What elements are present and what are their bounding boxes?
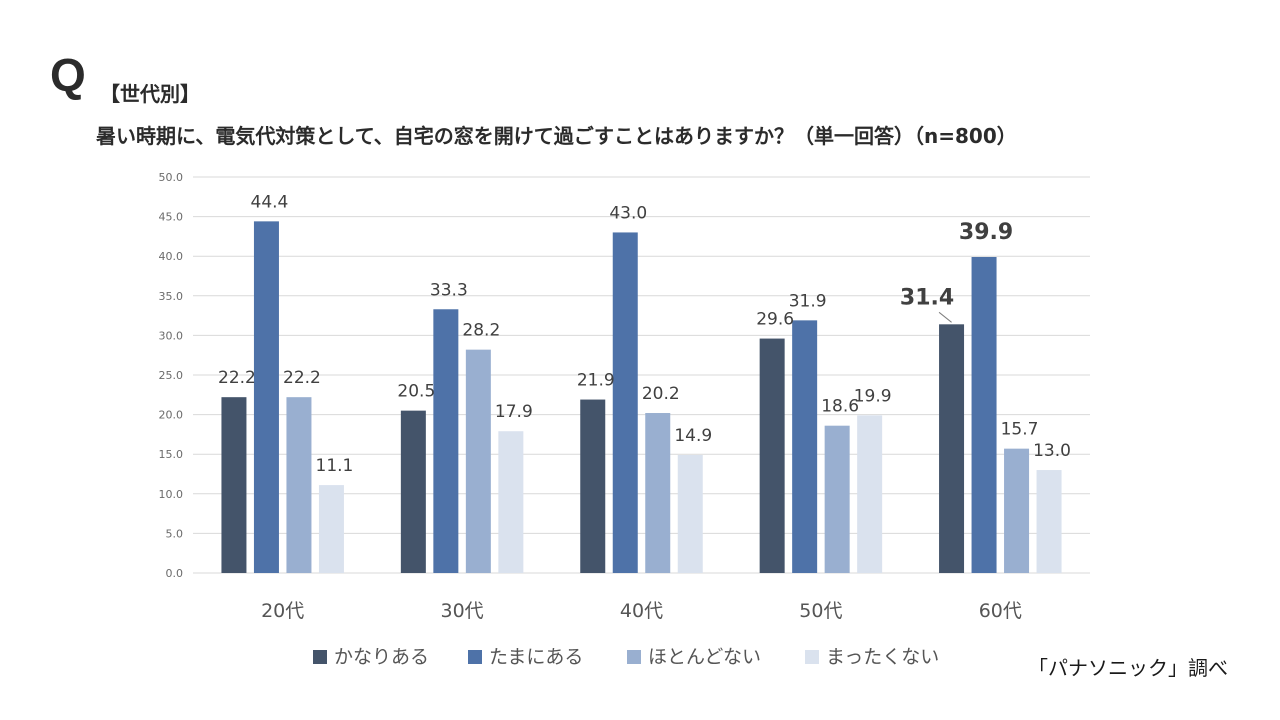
y-tick-label: 30.0: [159, 329, 184, 342]
y-tick-label: 5.0: [166, 527, 184, 540]
legend: かなりある たまにある ほとんどない まったくない: [313, 646, 939, 668]
value-label: 43.0: [609, 203, 647, 223]
bars: [221, 221, 1062, 574]
bar: [759, 338, 785, 573]
value-label: 18.6: [821, 397, 859, 417]
bar: [465, 349, 491, 573]
bar: [677, 454, 703, 573]
y-tick-label: 50.0: [159, 171, 184, 184]
y-tick-label: 15.0: [159, 448, 184, 461]
legend-swatch: [805, 650, 819, 664]
y-tick-label: 25.0: [159, 369, 184, 382]
legend-label: たまにある: [489, 646, 583, 668]
bar: [792, 320, 818, 573]
value-label: 14.9: [674, 426, 712, 446]
legend-swatch: [468, 650, 482, 664]
question-title: 暑い時期に、電気代対策として、自宅の窓を開けて過ごすことはありますか？（単一回答…: [96, 124, 1017, 148]
value-label: 20.5: [397, 382, 435, 402]
category-tag: 【世代別】: [100, 82, 200, 106]
value-label: 20.2: [642, 384, 680, 404]
bar: [498, 431, 524, 573]
value-label: 33.3: [430, 280, 468, 300]
legend-label: ほとんどない: [648, 646, 761, 668]
value-label-highlight: 39.9: [959, 220, 1013, 245]
y-tick-label: 45.0: [159, 211, 184, 224]
bar: [857, 415, 883, 573]
bar: [824, 425, 850, 573]
value-label: 19.9: [854, 386, 892, 406]
value-label: 17.9: [495, 402, 533, 422]
x-category-label: 20代: [261, 600, 304, 622]
legend-swatch: [313, 650, 327, 664]
x-category-label: 30代: [441, 600, 484, 622]
legend-label: まったくない: [826, 646, 939, 668]
axes: 0.0 5.0 10.0 15.0 20.0 25.0 30.0 35.0 40.0 45.0 50…: [159, 171, 1022, 622]
bar: [971, 256, 997, 573]
bar: [580, 399, 606, 573]
x-category-label: 60代: [979, 600, 1022, 622]
value-label: 15.7: [1001, 420, 1039, 440]
bar: [433, 309, 459, 573]
bar: [645, 413, 671, 573]
value-label: 11.1: [316, 456, 354, 476]
y-tick-label: 35.0: [159, 290, 184, 303]
leader-line: [938, 311, 952, 323]
value-label-highlight: 31.4: [900, 285, 954, 310]
bar: [221, 397, 247, 573]
value-label: 31.9: [789, 291, 827, 311]
bar: [286, 397, 312, 573]
y-tick-label: 20.0: [159, 409, 184, 422]
bar: [612, 232, 638, 573]
legend-label: かなりある: [334, 646, 429, 668]
bar: [1004, 448, 1030, 573]
bar: [253, 221, 279, 574]
bar: [400, 410, 426, 573]
value-label: 22.2: [218, 368, 256, 388]
bar: [1036, 470, 1062, 573]
bar: [318, 485, 344, 573]
legend-swatch: [627, 650, 641, 664]
value-label: 13.0: [1033, 441, 1071, 461]
value-label: 28.2: [462, 321, 500, 341]
bar: [939, 324, 965, 573]
y-tick-label: 40.0: [159, 250, 184, 263]
value-label: 22.2: [283, 368, 321, 388]
x-category-label: 50代: [799, 600, 842, 622]
value-labels: 22.2 44.4 22.2 11.1 20.5 33.3 28.2 17.9 21.9 43.0…: [218, 192, 1071, 476]
y-tick-label: 0.0: [166, 567, 184, 580]
x-category-label: 40代: [620, 600, 663, 622]
question-mark-icon: Q: [50, 49, 86, 101]
value-label: 44.4: [251, 192, 289, 212]
value-label: 29.6: [756, 310, 794, 330]
value-label: 21.9: [577, 371, 615, 391]
source-note: 「パナソニック」調べ: [1028, 656, 1228, 680]
y-tick-label: 10.0: [159, 488, 184, 501]
